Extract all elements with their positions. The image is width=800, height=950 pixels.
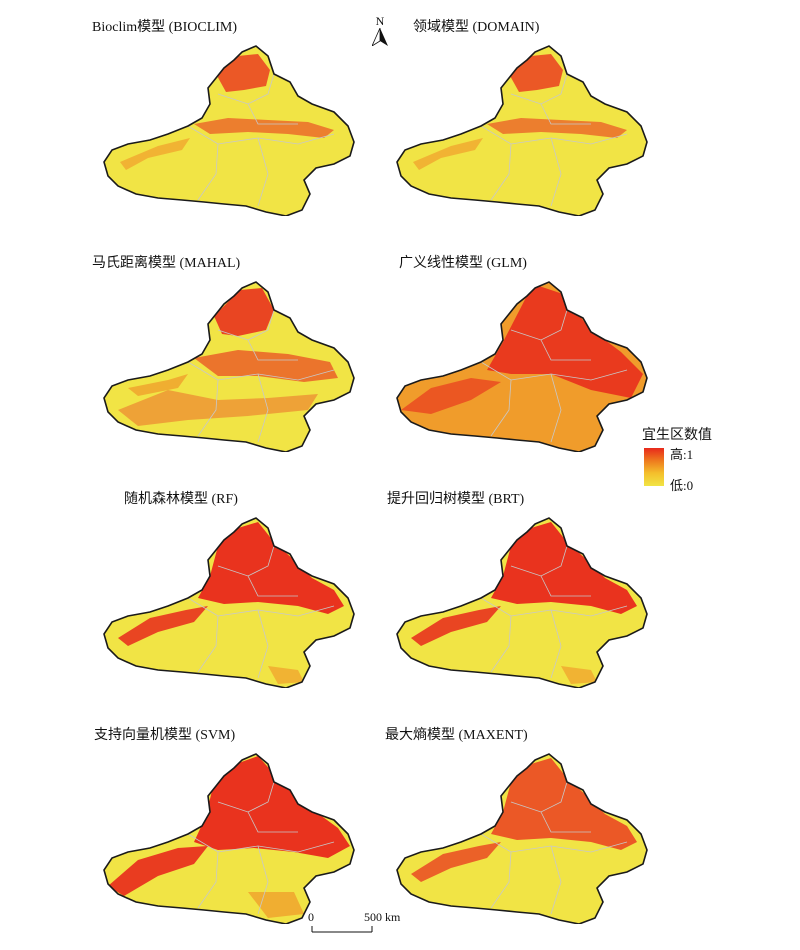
- admin-boundary: [490, 851, 512, 909]
- panel-title-svm: 支持向量机模型 (SVM): [94, 728, 236, 743]
- region-border: [103, 753, 355, 924]
- map-glm: [396, 281, 648, 452]
- north-arrow-icon: [372, 28, 388, 46]
- admin-boundary: [550, 609, 562, 679]
- suitability-area: [194, 118, 334, 138]
- map-panel-bioclim: Bioclim模型 (BIOCLIM): [92, 16, 362, 216]
- admin-boundary: [550, 845, 562, 915]
- admin-boundary: [490, 379, 512, 437]
- suitability-area: [268, 666, 304, 684]
- admin-boundary: [217, 781, 275, 813]
- suitability-area: [198, 522, 344, 614]
- suitability-area: [120, 138, 190, 170]
- panel-title-glm: 广义线性模型 (GLM): [399, 256, 527, 271]
- map-panel-glm: 广义线性模型 (GLM): [385, 252, 655, 452]
- suitability-area: [194, 350, 338, 382]
- panel-title-domain: 领域模型 (DOMAIN): [413, 20, 540, 35]
- map-brt: [396, 517, 648, 688]
- region-border: [103, 517, 355, 688]
- suitability-area: [509, 54, 563, 92]
- region-border: [103, 45, 355, 216]
- scale-bar-zero-label: 0: [308, 910, 314, 924]
- admin-boundary: [247, 575, 298, 597]
- region-border: [103, 281, 355, 452]
- scale-bar-length-label: 500 km: [364, 910, 401, 924]
- suitability-area: [491, 758, 637, 850]
- map-panel-brt: 提升回归树模型 (BRT): [385, 488, 655, 688]
- suitability-area: [487, 284, 643, 398]
- admin-boundary: [550, 137, 562, 207]
- suitability-area: [411, 842, 501, 882]
- map-panel-maxent: 最大熵模型 (MAXENT): [385, 724, 655, 924]
- map-rf: [103, 517, 355, 688]
- suitability-area: [411, 606, 501, 646]
- scale-bar: 0 500 km: [306, 910, 426, 942]
- legend-title: 宜生区数值: [642, 428, 712, 443]
- map-panel-svm: 支持向量机模型 (SVM): [92, 724, 362, 924]
- admin-boundary: [540, 811, 591, 833]
- legend: 宜生区数值 高:1 低:0: [642, 424, 722, 494]
- admin-boundary: [490, 143, 512, 201]
- panel-title-rf: 随机森林模型 (RF): [124, 492, 238, 507]
- map-panel-domain: 领域模型 (DOMAIN): [385, 16, 655, 216]
- legend-low-label: 低:0: [670, 478, 694, 493]
- admin-boundary: [257, 609, 269, 679]
- north-arrow: N: [368, 14, 392, 50]
- admin-boundary: [217, 309, 275, 341]
- suitability-area: [118, 390, 318, 426]
- map-domain: [396, 45, 648, 216]
- admin-boundary: [540, 575, 591, 597]
- map-svm: [103, 753, 355, 924]
- suitability-area: [216, 54, 270, 92]
- legend-high-label: 高:1: [670, 447, 694, 462]
- suitability-area: [413, 138, 483, 170]
- suitability-area: [248, 892, 304, 918]
- admin-boundary: [197, 379, 219, 437]
- suitability-area: [128, 374, 188, 396]
- admin-boundary: [197, 143, 219, 201]
- admin-boundary: [197, 851, 219, 909]
- admin-boundary: [247, 339, 298, 361]
- admin-boundary: [217, 545, 275, 577]
- suitability-area: [194, 756, 350, 858]
- suitability-area: [487, 118, 627, 138]
- suitability-area: [561, 666, 597, 684]
- suitability-area: [214, 288, 274, 336]
- suitability-area: [108, 846, 208, 896]
- suitability-area: [491, 522, 637, 614]
- panel-title-bioclim: Bioclim模型 (BIOCLIM): [92, 20, 238, 35]
- admin-boundary: [510, 73, 568, 105]
- admin-boundary: [247, 811, 298, 833]
- admin-boundary: [550, 373, 562, 443]
- admin-boundary: [490, 615, 512, 673]
- region-border: [396, 517, 648, 688]
- admin-boundary: [510, 545, 568, 577]
- legend-color-ramp: [644, 448, 664, 486]
- admin-boundary: [510, 781, 568, 813]
- suitability-area: [118, 606, 208, 646]
- map-maxent: [396, 753, 648, 924]
- map-mahal: [103, 281, 355, 452]
- region-border: [396, 753, 648, 924]
- panel-title-maxent: 最大熵模型 (MAXENT): [385, 728, 528, 743]
- map-bioclim: [103, 45, 355, 216]
- panel-title-brt: 提升回归树模型 (BRT): [387, 492, 525, 507]
- admin-boundary: [510, 309, 568, 341]
- north-label: N: [375, 14, 385, 28]
- admin-boundary: [257, 845, 269, 915]
- map-panel-rf: 随机森林模型 (RF): [92, 488, 362, 688]
- admin-boundary: [197, 615, 219, 673]
- admin-boundary: [257, 137, 269, 207]
- admin-boundary: [247, 103, 298, 125]
- admin-boundary: [540, 339, 591, 361]
- panel-title-mahal: 马氏距离模型 (MAHAL): [92, 256, 241, 271]
- suitability-area: [401, 378, 501, 414]
- admin-boundary: [257, 373, 269, 443]
- region-border: [396, 281, 648, 452]
- map-panel-mahal: 马氏距离模型 (MAHAL): [92, 252, 362, 452]
- admin-boundary: [217, 73, 275, 105]
- region-border: [396, 45, 648, 216]
- scale-bar-line: [311, 926, 373, 933]
- admin-boundary: [540, 103, 591, 125]
